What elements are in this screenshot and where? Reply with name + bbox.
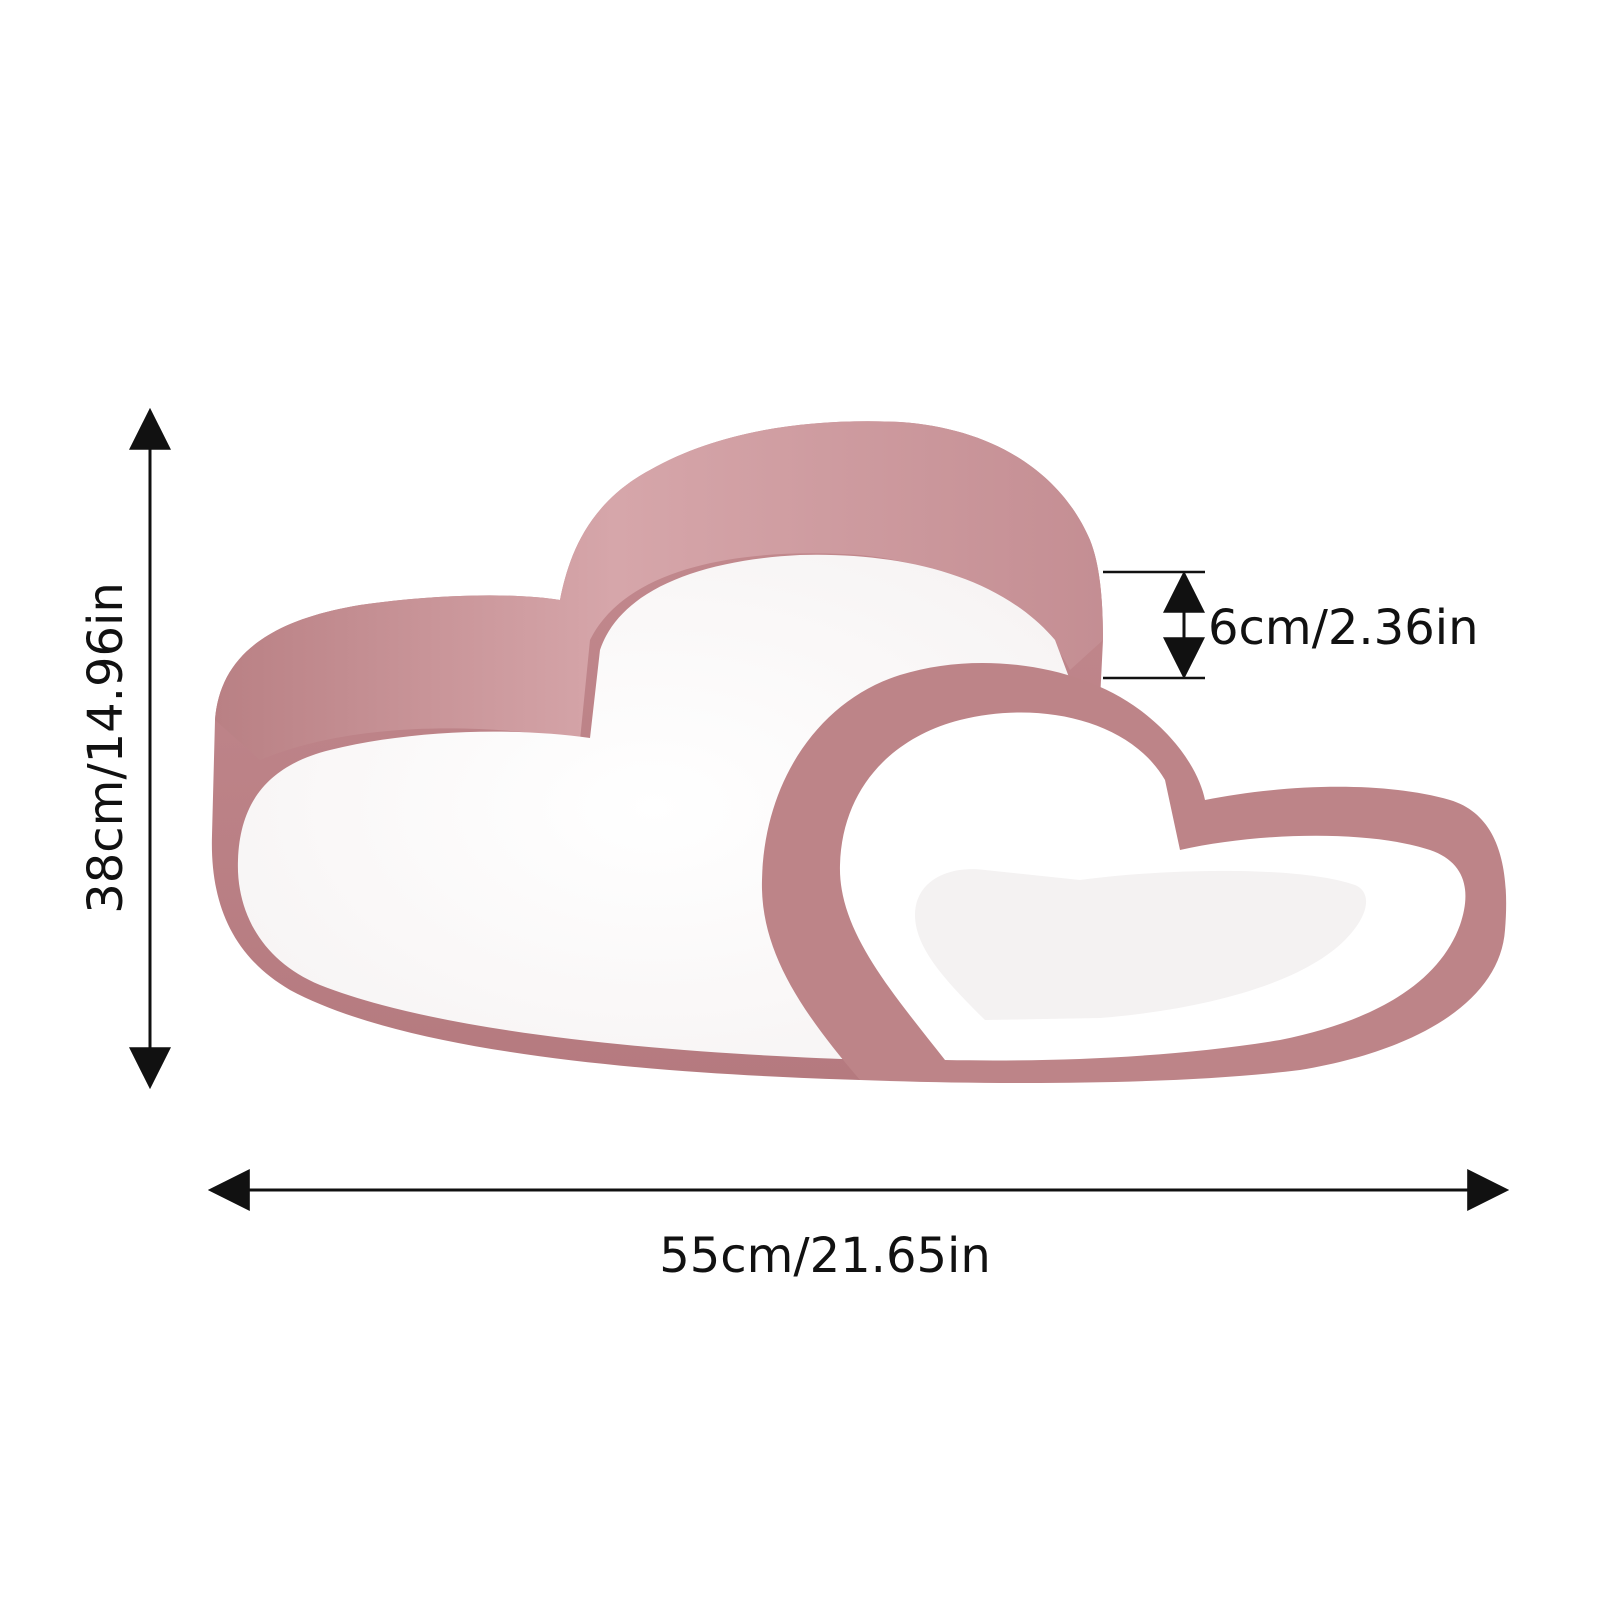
height-label: 38cm/14.96in <box>78 582 134 914</box>
heart-ceiling-lamp <box>211 421 1507 1083</box>
thickness-dimension: 6cm/2.36in <box>1103 570 1479 680</box>
width-dimension: 55cm/21.65in <box>207 1169 1510 1284</box>
small-heart-inner-glow <box>915 869 1367 1020</box>
height-dimension: 38cm/14.96in <box>78 407 171 1090</box>
thickness-label: 6cm/2.36in <box>1208 600 1479 656</box>
large-heart-rim <box>215 421 1103 760</box>
width-label: 55cm/21.65in <box>659 1228 991 1284</box>
